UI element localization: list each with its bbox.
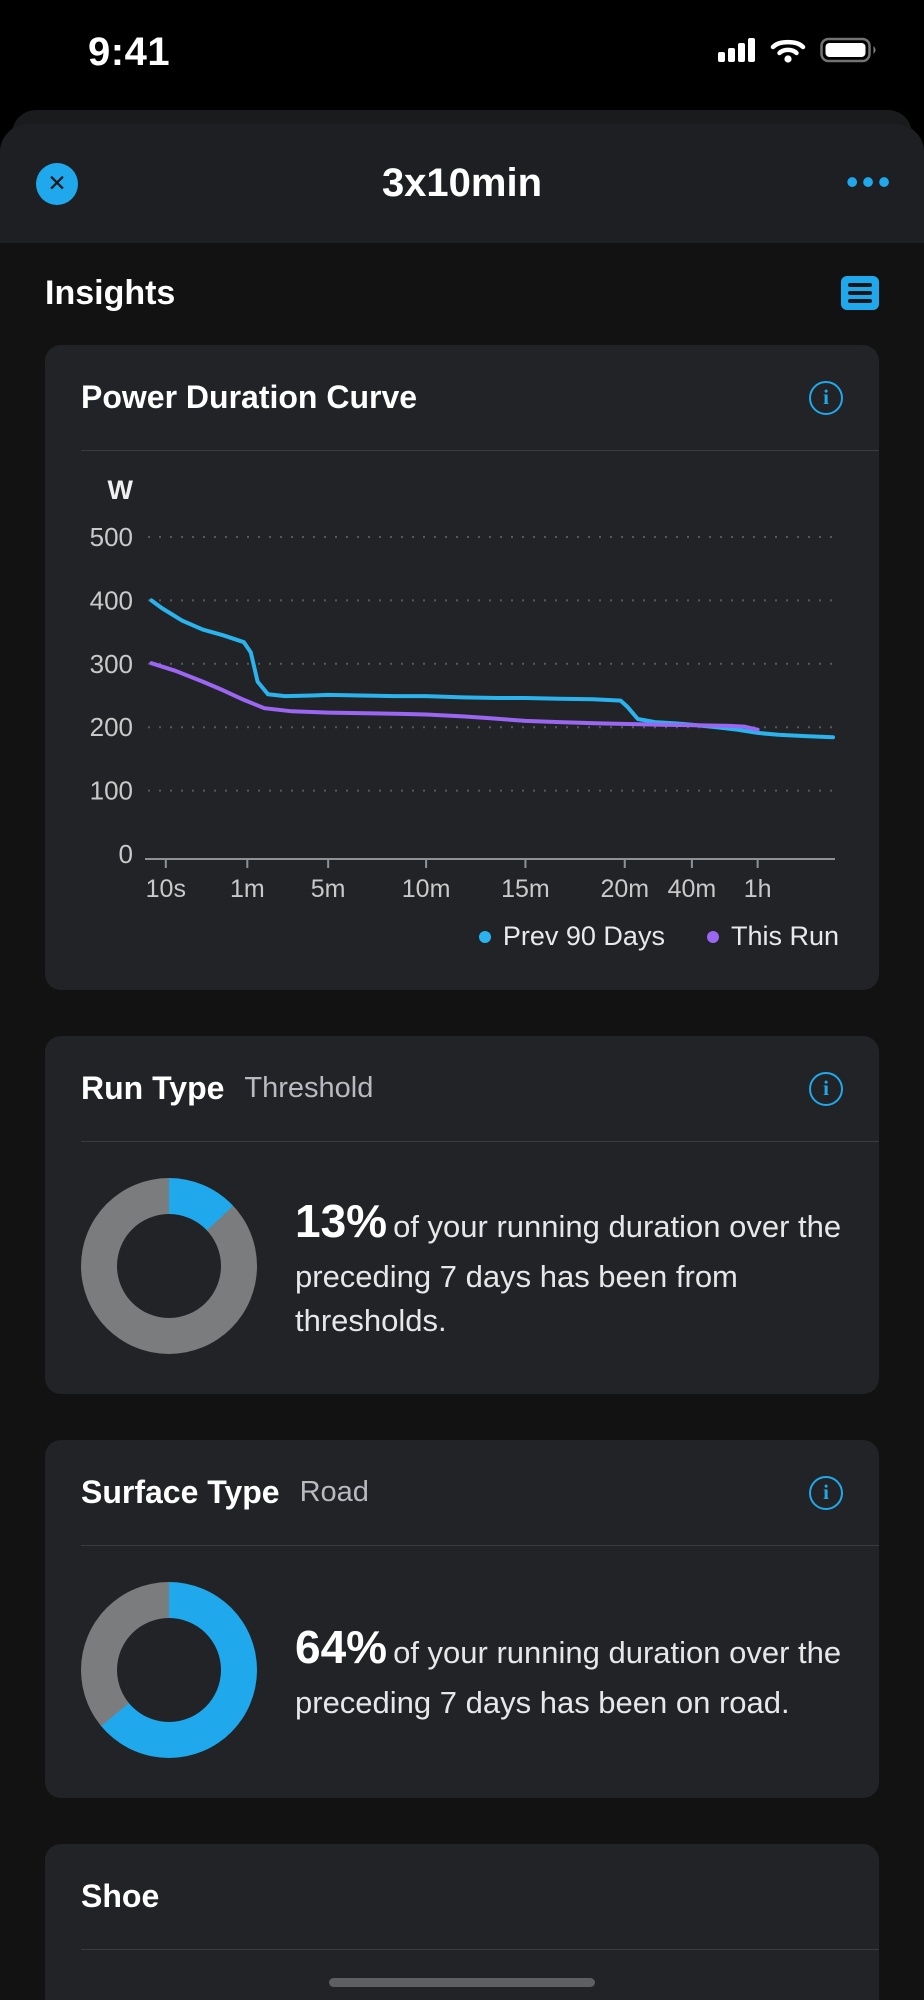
info-button[interactable]: i bbox=[809, 380, 843, 415]
card-header: Surface Type Road i bbox=[45, 1440, 879, 1545]
run-type-card: Run Type Threshold i 13% of your running … bbox=[45, 1036, 879, 1394]
wifi-icon bbox=[770, 39, 806, 63]
card-subtitle: Road bbox=[299, 1476, 369, 1508]
surface-type-description: 64% of your running duration over the pre… bbox=[295, 1615, 843, 1724]
info-icon: i bbox=[823, 1076, 829, 1100]
cellular-signal-icon bbox=[718, 38, 755, 62]
svg-text:10m: 10m bbox=[402, 875, 451, 903]
svg-text:15m: 15m bbox=[501, 875, 550, 903]
more-options-button[interactable]: ••• bbox=[846, 163, 894, 202]
divider bbox=[81, 1545, 879, 1546]
sheet-scroll-area[interactable]: Insights Power Duration Curve i W 0 100 200… bbox=[0, 269, 924, 2000]
legend-label: Prev 90 Days bbox=[502, 921, 665, 951]
divider bbox=[81, 450, 879, 451]
section-title: Insights bbox=[45, 273, 176, 312]
svg-text:40m: 40m bbox=[668, 875, 717, 903]
card-title: Surface Type bbox=[81, 1474, 280, 1510]
info-icon: i bbox=[823, 1480, 829, 1504]
svg-text:1m: 1m bbox=[230, 875, 265, 903]
svg-text:500: 500 bbox=[90, 522, 133, 552]
svg-text:W: W bbox=[108, 475, 134, 505]
description-text: of your running duration over the preced… bbox=[295, 1635, 842, 1720]
percent-value: 64% bbox=[295, 1621, 388, 1674]
card-subtitle: Threshold bbox=[244, 1072, 374, 1104]
close-icon: ✕ bbox=[47, 170, 67, 196]
legend-item-this-run: This Run bbox=[706, 921, 839, 952]
svg-text:300: 300 bbox=[90, 649, 133, 679]
chart-legend: Prev 90 Days This Run bbox=[45, 915, 879, 990]
card-header: Shoe bbox=[45, 1844, 879, 1949]
svg-text:20m: 20m bbox=[600, 875, 649, 903]
shoe-card: Shoe bbox=[45, 1844, 879, 2000]
legend-dot-blue bbox=[478, 930, 491, 943]
legend-item-prev-90-days: Prev 90 Days bbox=[478, 921, 665, 952]
card-title: Run Type bbox=[81, 1070, 225, 1106]
card-title: Power Duration Curve bbox=[81, 379, 418, 415]
insights-summary-button[interactable] bbox=[841, 276, 879, 310]
ellipsis-icon: ••• bbox=[846, 163, 894, 202]
card-header: Power Duration Curve i bbox=[45, 345, 879, 450]
percent-value: 13% bbox=[295, 1195, 388, 1248]
activity-sheet: ✕ 3x10min ••• Insights Power Duration Cu… bbox=[0, 124, 924, 2000]
card-content: 13% of your running duration over the pre… bbox=[45, 1142, 879, 1394]
close-button[interactable]: ✕ bbox=[36, 162, 78, 205]
power-duration-chart: W 0 100 200 300 400 500 10s 1m 5m 10m 15m 20m 40m 1h bbox=[90, 475, 835, 903]
status-icons bbox=[718, 36, 880, 64]
run-type-donut-chart bbox=[81, 1178, 257, 1354]
divider bbox=[81, 1949, 879, 1950]
svg-text:5m: 5m bbox=[311, 875, 346, 903]
card-header: Run Type Threshold i bbox=[45, 1036, 879, 1141]
description-text: of your running duration over the preced… bbox=[295, 1209, 842, 1338]
page-title: 3x10min bbox=[381, 161, 543, 205]
card-content: 64% of your running duration over the pre… bbox=[45, 1546, 879, 1798]
power-duration-curve-card: Power Duration Curve i W 0 100 200 300 400 500… bbox=[45, 345, 879, 990]
svg-text:0: 0 bbox=[119, 839, 133, 869]
battery-icon bbox=[820, 37, 876, 63]
sheet-header: ✕ 3x10min ••• bbox=[0, 124, 924, 243]
surface-type-donut-chart bbox=[81, 1582, 257, 1758]
run-type-description: 13% of your running duration over the pre… bbox=[295, 1189, 843, 1342]
svg-text:1h: 1h bbox=[744, 875, 772, 903]
svg-text:100: 100 bbox=[90, 776, 133, 806]
status-time: 9:41 bbox=[88, 30, 171, 74]
divider bbox=[81, 1141, 879, 1142]
info-button[interactable]: i bbox=[809, 1071, 843, 1106]
surface-type-card: Surface Type Road i 64% of your running d… bbox=[45, 1440, 879, 1798]
info-button[interactable]: i bbox=[809, 1475, 843, 1510]
card-title: Shoe bbox=[81, 1878, 160, 1914]
insights-section-header: Insights bbox=[45, 269, 879, 317]
summary-cards-icon bbox=[848, 283, 872, 287]
home-indicator[interactable] bbox=[329, 1978, 595, 1987]
info-icon: i bbox=[823, 385, 829, 409]
legend-dot-purple bbox=[706, 930, 719, 943]
svg-text:200: 200 bbox=[90, 712, 133, 742]
svg-text:400: 400 bbox=[90, 585, 133, 615]
legend-label: This Run bbox=[730, 921, 839, 951]
status-bar: 9:41 bbox=[0, 0, 924, 110]
svg-text:10s: 10s bbox=[146, 875, 186, 903]
